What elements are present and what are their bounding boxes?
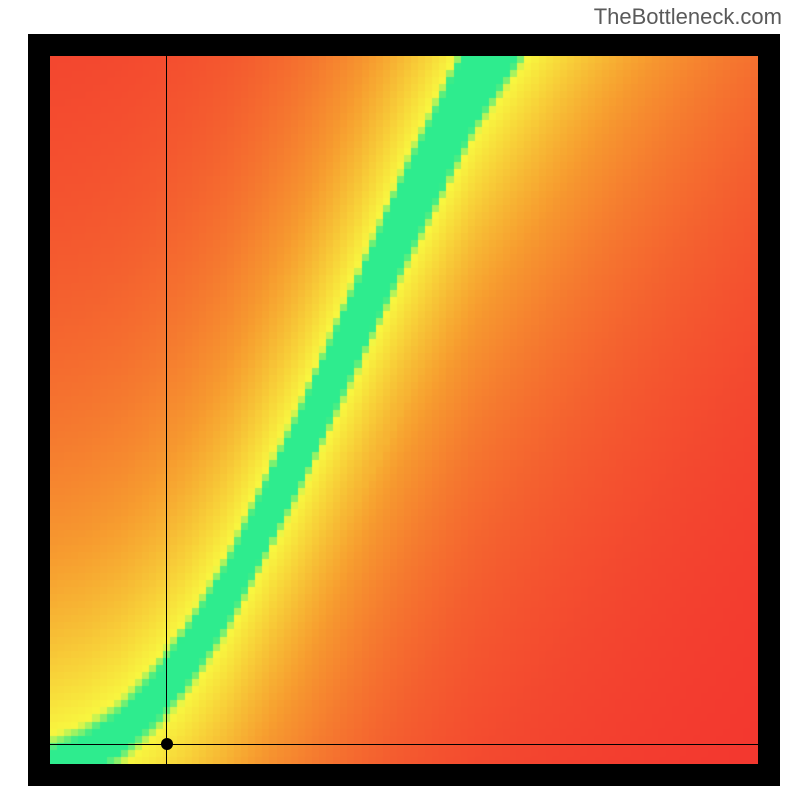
watermark-text: TheBottleneck.com (594, 4, 782, 30)
plot-inner-area (50, 56, 758, 764)
marker-dot (161, 738, 173, 750)
marker-horizontal-line (50, 744, 758, 745)
bottleneck-heatmap (50, 56, 758, 764)
marker-vertical-line (166, 56, 167, 764)
